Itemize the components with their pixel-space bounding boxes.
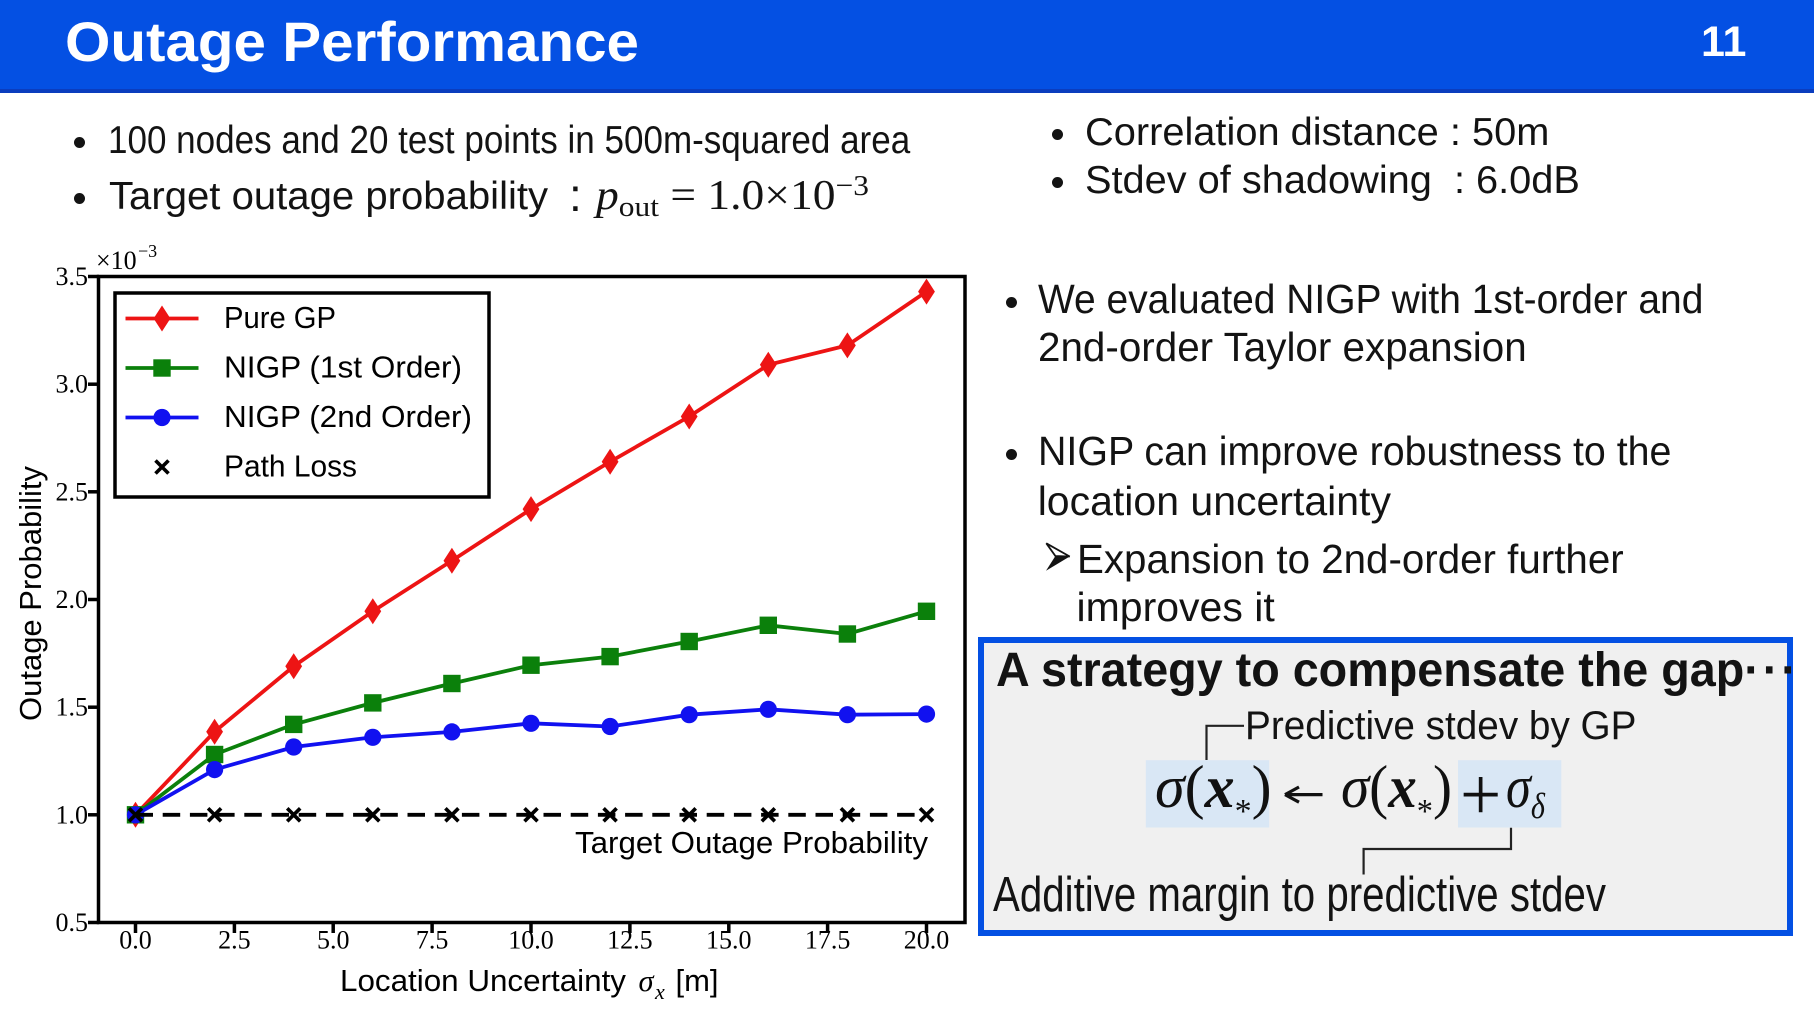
- svg-text:7.5: 7.5: [416, 926, 449, 955]
- svg-text:[m]: [m]: [676, 964, 719, 998]
- svg-text:x: x: [654, 979, 665, 1004]
- svg-text:Location Uncertainty: Location Uncertainty: [340, 964, 627, 998]
- svg-text:10.0: 10.0: [508, 926, 554, 955]
- svg-text:2.5: 2.5: [56, 477, 89, 506]
- svg-text:−3: −3: [138, 241, 157, 261]
- svg-text:×10: ×10: [96, 246, 137, 275]
- svg-text:Target Outage Probability: Target Outage Probability: [575, 826, 929, 860]
- svg-text:20.0: 20.0: [904, 926, 950, 955]
- svg-text:5.0: 5.0: [317, 926, 350, 955]
- svg-text:3.5: 3.5: [56, 262, 89, 291]
- svg-text:12.5: 12.5: [607, 926, 653, 955]
- svg-text:Pure GP: Pure GP: [224, 301, 336, 335]
- svg-text:1.0: 1.0: [56, 800, 89, 829]
- svg-text:Outage Probability: Outage Probability: [14, 465, 48, 721]
- svg-text:Path Loss: Path Loss: [224, 450, 357, 484]
- svg-text:2.0: 2.0: [56, 585, 89, 614]
- svg-text:2.5: 2.5: [218, 926, 251, 955]
- svg-text:1.5: 1.5: [56, 693, 89, 722]
- svg-text:NIGP (2nd Order): NIGP (2nd Order): [224, 400, 472, 434]
- svg-text:3.0: 3.0: [56, 370, 89, 399]
- svg-text:17.5: 17.5: [805, 926, 851, 955]
- svg-text:0.5: 0.5: [56, 908, 89, 937]
- svg-text:σ: σ: [639, 964, 656, 998]
- svg-text:15.0: 15.0: [706, 926, 752, 955]
- svg-text:NIGP (1st Order): NIGP (1st Order): [224, 351, 462, 385]
- svg-text:0.0: 0.0: [119, 926, 152, 955]
